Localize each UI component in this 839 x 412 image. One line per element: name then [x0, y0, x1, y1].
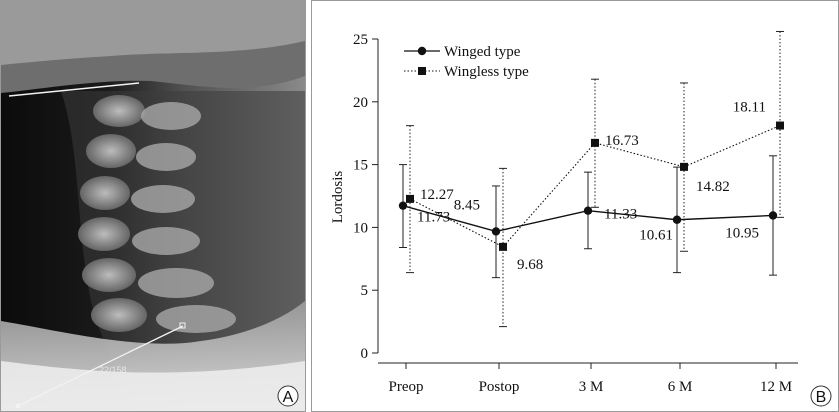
x-ticks: Preop Postop 3 M 6 M 12 M: [389, 363, 792, 395]
data-label: 11.33: [604, 207, 637, 223]
data-label: 10.95: [725, 225, 759, 241]
data-label: 9.68: [517, 257, 543, 273]
y-ticks: 0 5 10 15 20 25: [353, 32, 378, 362]
x-tick-label: Preop: [389, 379, 424, 395]
data-point: [491, 227, 501, 236]
y-tick-label: 10: [353, 220, 368, 236]
x-tick-label: 3 M: [579, 379, 604, 395]
data-point: [672, 215, 682, 224]
legend-marker-winged: [417, 46, 427, 56]
legend: Winged type Wingless type: [404, 44, 529, 80]
legend-marker-wingless: [418, 67, 426, 75]
panel-letter-badge: [810, 385, 832, 407]
data-point: [398, 201, 408, 210]
y-tick-label: 15: [353, 158, 368, 174]
lower-measure-line: [17, 325, 184, 407]
data-point: [406, 194, 414, 203]
data-label: 18.11: [733, 100, 766, 116]
data-point: [583, 206, 593, 215]
measure-handle-icon: [16, 404, 20, 408]
x-tick-label: Postop: [479, 379, 520, 395]
data-point: [776, 121, 784, 130]
data-label: 8.45: [454, 197, 480, 213]
chart-axes: [377, 39, 798, 364]
xray-panel: 22/158 A: [0, 0, 306, 412]
lordosis-chart: 0 5 10 15 20 25 Preop Postop 3 M 6 M 12 M Lordosi…: [330, 30, 832, 407]
y-tick-label: 0: [361, 346, 369, 362]
data-label: 12.27: [420, 187, 454, 203]
data-label: 16.73: [605, 133, 639, 149]
panel-letter-badge: [277, 385, 299, 407]
y-tick-label: 25: [353, 32, 368, 48]
data-point: [680, 162, 688, 171]
y-tick-label: 5: [361, 283, 369, 299]
legend-label-winged: Winged type: [444, 44, 521, 60]
data-point: [591, 138, 599, 147]
data-label: 11.73: [417, 210, 450, 226]
data-label: 10.61: [639, 228, 673, 244]
data-label: 14.82: [696, 179, 730, 195]
y-axis-label: Lordosis: [330, 171, 346, 224]
data-point: [768, 211, 778, 220]
measurement-readout: 22/158: [99, 365, 127, 375]
measure-handle-icon: [179, 322, 186, 329]
data-point: [499, 242, 507, 251]
panel-letter-a: A: [283, 389, 294, 406]
x-tick-label: 6 M: [668, 379, 693, 395]
upper-measure-line: [8, 82, 140, 97]
y-tick-label: 20: [353, 95, 368, 111]
x-tick-label: 12 M: [760, 379, 792, 395]
legend-label-wingless: Wingless type: [444, 64, 529, 80]
xray-image: 22/158 A: [1, 1, 305, 411]
panel-letter-b: B: [816, 389, 827, 406]
chart-panel: 0 5 10 15 20 25 Preop Postop 3 M 6 M 12 M Lordosi…: [311, 0, 839, 412]
